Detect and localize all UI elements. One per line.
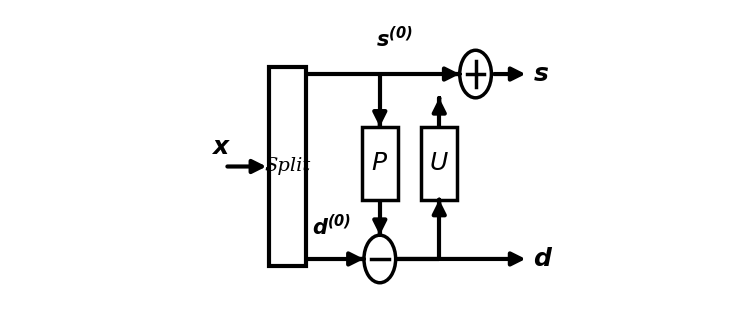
Text: $\bfit{s}$: $\bfit{s}$ xyxy=(533,62,550,86)
Text: $\bfit{d}^{(0)}$: $\bfit{d}^{(0)}$ xyxy=(312,214,352,239)
Text: $P$: $P$ xyxy=(371,152,389,175)
Text: $U$: $U$ xyxy=(429,152,449,175)
Text: Split: Split xyxy=(264,158,310,175)
Ellipse shape xyxy=(364,235,395,283)
Text: $\bfit{x}$: $\bfit{x}$ xyxy=(212,135,231,159)
Text: $\bfit{d}$: $\bfit{d}$ xyxy=(533,247,553,271)
Bar xyxy=(421,127,457,199)
Bar xyxy=(361,127,398,199)
Bar xyxy=(269,68,306,265)
Text: $\bfit{s}^{(0)}$: $\bfit{s}^{(0)}$ xyxy=(376,26,413,51)
Ellipse shape xyxy=(460,50,492,98)
